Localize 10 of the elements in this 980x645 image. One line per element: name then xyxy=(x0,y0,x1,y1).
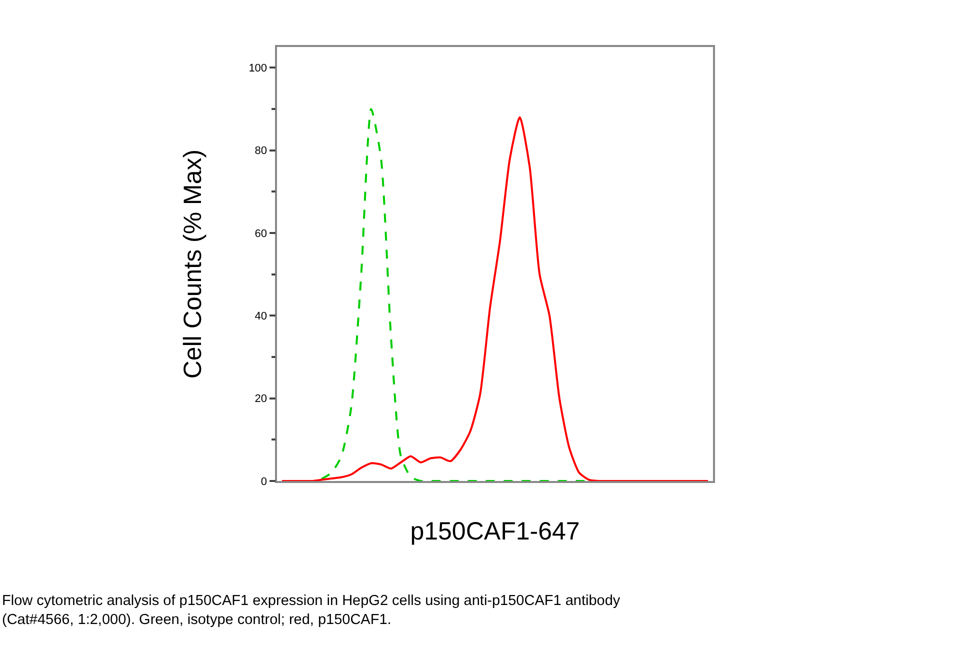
y-tick-label: 0 xyxy=(260,476,268,488)
x-axis-title: p150CAF1-647 xyxy=(410,517,580,546)
y-axis-title: Cell Counts (% Max) xyxy=(178,149,207,379)
y-tick-label: 60 xyxy=(254,228,268,240)
y-tick-label: 20 xyxy=(254,393,268,406)
y-tick-label: 40 xyxy=(254,310,268,323)
text: Flow cytometric analysis of p150CAF1 expression in HepG2 cells using anti-p150CAF1 antibody (Cat#4566, 1:2,000). Green, isotype control; red, p150CAF1. xyxy=(2,593,621,628)
y-tick-label: 100 xyxy=(248,62,268,75)
y-tick-label: 80 xyxy=(254,145,268,158)
line-series xyxy=(280,116,710,481)
